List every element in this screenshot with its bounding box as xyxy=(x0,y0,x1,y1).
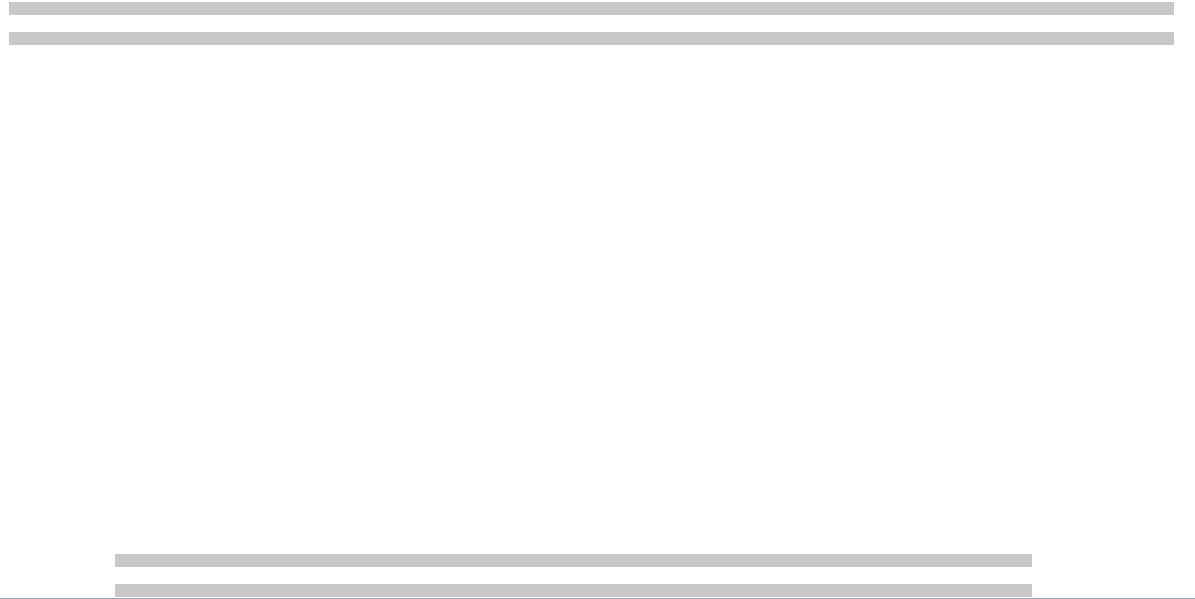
top-genome-bar-lower xyxy=(9,32,1174,45)
top-genome-track: 1750003500005250007000008750001050000122… xyxy=(9,2,1174,45)
bottom-genome-bar-upper xyxy=(115,554,1032,567)
top-genome-bar-upper xyxy=(9,2,1174,15)
bottom-genome-bar-lower xyxy=(115,584,1032,597)
bottom-genome-track: 1750003500005250007000008750001050000122… xyxy=(115,554,1032,597)
